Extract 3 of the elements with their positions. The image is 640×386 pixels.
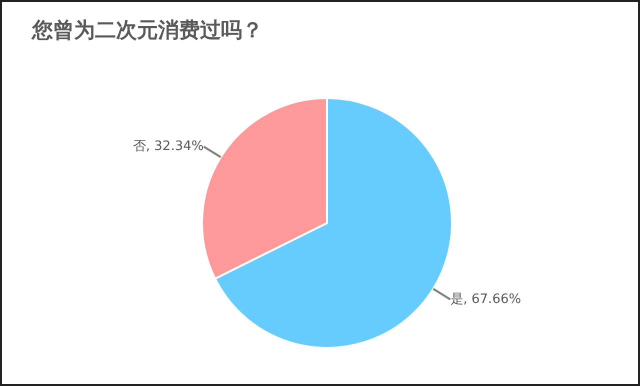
slice-label: 否, 32.34% <box>132 139 204 154</box>
chart-title: 您曾为二次元消费过吗？ <box>32 17 263 44</box>
slice-label: 是, 67.66% <box>450 292 522 307</box>
